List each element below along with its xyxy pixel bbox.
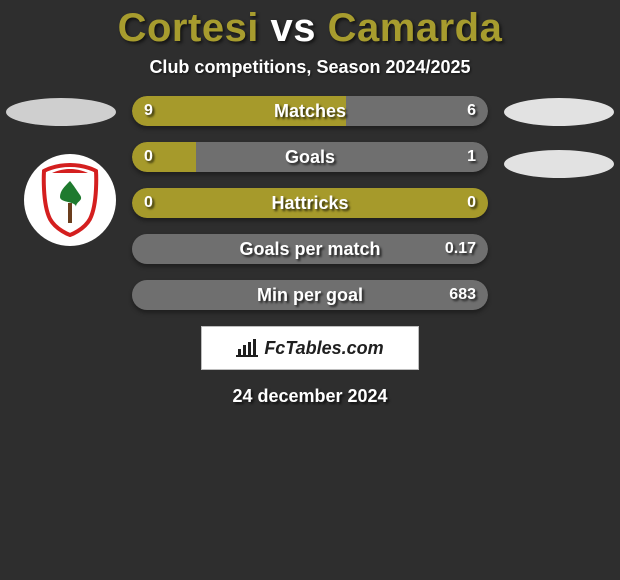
page-title: Cortesi vs Camarda: [0, 6, 620, 51]
team-left-placeholder-icon: [6, 98, 116, 126]
stat-metric-label: Goals per match: [132, 234, 488, 264]
stat-metric-label: Hattricks: [132, 188, 488, 218]
stat-value-left: 0: [144, 188, 153, 218]
tree-trunk-icon: [68, 203, 72, 223]
stat-value-right: 6: [467, 96, 476, 126]
brand-text: FcTables.com: [264, 338, 383, 359]
stat-metric-label: Goals: [132, 142, 488, 172]
comparison-stage: Matches96Goals01Hattricks00Goals per mat…: [0, 96, 620, 310]
stat-row: Goals per match0.17: [132, 234, 488, 264]
stat-metric-label: Matches: [132, 96, 488, 126]
stat-row: Hattricks0 0: [132, 188, 488, 218]
club-badge-left: [24, 154, 116, 246]
team-right-secondary-placeholder-icon: [504, 150, 614, 178]
title-right: Camarda: [328, 6, 503, 50]
subtitle: Club competitions, Season 2024/2025: [0, 57, 620, 78]
stat-value-right: 1: [467, 142, 476, 172]
stat-row: Matches9 6: [132, 96, 488, 126]
stat-value-left: 9: [144, 96, 153, 126]
title-left: Cortesi: [118, 6, 259, 50]
stat-row: Goals0 1: [132, 142, 488, 172]
title-vs: vs: [271, 6, 317, 50]
stat-value-right: 0: [467, 188, 476, 218]
bar-chart-icon: [236, 339, 258, 357]
stat-metric-label: Min per goal: [132, 280, 488, 310]
club-shield-icon: [40, 163, 100, 237]
date-label: 24 december 2024: [0, 386, 620, 407]
stat-value-right: 683: [449, 280, 476, 310]
stat-value-right: 0.17: [445, 234, 476, 264]
stat-value-left: 0: [144, 142, 153, 172]
brand-box[interactable]: FcTables.com: [201, 326, 419, 370]
stat-row: Min per goal683: [132, 280, 488, 310]
team-right-placeholder-icon: [504, 98, 614, 126]
